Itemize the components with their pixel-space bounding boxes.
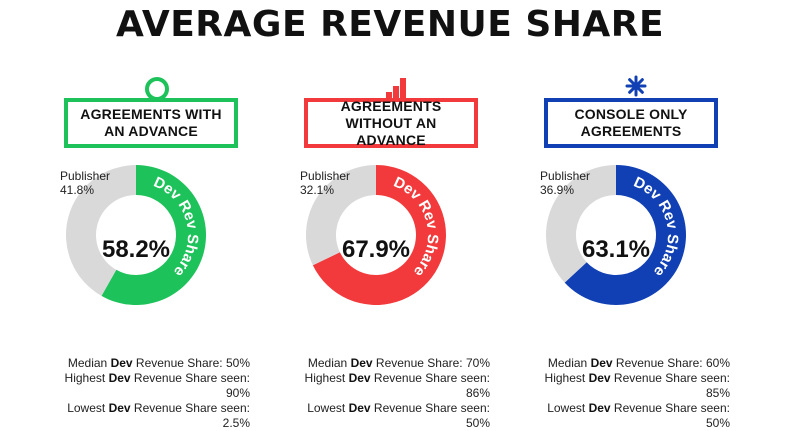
stat-bold: Dev bbox=[588, 371, 611, 385]
publisher-value: 36.9% bbox=[540, 183, 575, 197]
stat-suffix: Revenue Share: 60% bbox=[612, 356, 730, 370]
stat-prefix: Lowest bbox=[547, 401, 589, 415]
stat-bold: Dev bbox=[108, 401, 131, 415]
stat-prefix: Median bbox=[547, 356, 591, 370]
stairs-decoration-icon bbox=[386, 78, 406, 100]
donut-chart: Dev Rev Share bbox=[546, 165, 686, 305]
stat-line: Highest Dev Revenue Share seen: 85% bbox=[530, 371, 730, 401]
dev-share-slice bbox=[101, 165, 206, 305]
stats-block: Median Dev Revenue Share: 70% Highest Dev… bbox=[290, 356, 490, 431]
chart-panel: AGREEMENTS WITHOUT AN ADVANCE Dev Rev Sha… bbox=[300, 70, 500, 430]
dev-share-slice bbox=[564, 165, 686, 305]
stat-prefix: Highest bbox=[544, 371, 589, 385]
panel-title: CONSOLE ONLY AGREEMENTS bbox=[574, 106, 688, 139]
asterisk-decoration-icon bbox=[625, 75, 647, 97]
stat-bold: Dev bbox=[348, 401, 371, 415]
stat-line: Median Dev Revenue Share: 70% bbox=[290, 356, 490, 371]
stat-bold: Dev bbox=[350, 356, 373, 370]
center-percentage: 63.1% bbox=[581, 236, 651, 263]
stat-bold: Dev bbox=[590, 356, 613, 370]
center-percentage: 67.9% bbox=[341, 236, 411, 263]
stat-suffix: Revenue Share seen: 50% bbox=[370, 401, 490, 430]
stat-prefix: Lowest bbox=[67, 401, 109, 415]
chart-panel: AGREEMENTS WITH AN ADVANCE Dev Rev Share P… bbox=[60, 70, 260, 430]
stat-prefix: Lowest bbox=[307, 401, 349, 415]
stats-block: Median Dev Revenue Share: 50% Highest Dev… bbox=[50, 356, 250, 431]
donut-chart: Dev Rev Share bbox=[306, 165, 446, 305]
stat-line: Lowest Dev Revenue Share seen: 50% bbox=[530, 401, 730, 431]
stat-suffix: Revenue Share seen: 85% bbox=[610, 371, 730, 400]
panel-title: AGREEMENTS WITH AN ADVANCE bbox=[80, 106, 222, 139]
publisher-label: Publisher 36.9% bbox=[540, 169, 590, 197]
panel-title-box: CONSOLE ONLY AGREEMENTS bbox=[544, 98, 718, 148]
publisher-share-slice bbox=[546, 165, 616, 283]
stat-prefix: Median bbox=[307, 356, 351, 370]
page-title: AVERAGE REVENUE SHARE bbox=[115, 4, 665, 45]
center-percentage: 58.2% bbox=[101, 236, 171, 263]
stat-bold: Dev bbox=[110, 356, 133, 370]
stat-suffix: Revenue Share: 70% bbox=[372, 356, 490, 370]
stat-bold: Dev bbox=[108, 371, 131, 385]
publisher-share-slice bbox=[306, 165, 376, 266]
stat-line: Median Dev Revenue Share: 60% bbox=[530, 356, 730, 371]
publisher-value: 32.1% bbox=[300, 183, 335, 197]
publisher-label: Publisher 41.8% bbox=[60, 169, 110, 197]
publisher-label-text: Publisher bbox=[60, 169, 111, 183]
publisher-label-text: Publisher bbox=[300, 169, 351, 183]
panel-title: AGREEMENTS WITHOUT AN ADVANCE bbox=[340, 97, 442, 148]
stat-bold: Dev bbox=[588, 401, 611, 415]
stat-suffix: Revenue Share seen: 2.5% bbox=[130, 401, 250, 430]
donut-chart: Dev Rev Share bbox=[66, 165, 206, 305]
chart-panel: CONSOLE ONLY AGREEMENTS Dev Rev Share Publ… bbox=[540, 70, 740, 430]
stat-suffix: Revenue Share seen: 50% bbox=[610, 401, 730, 430]
stat-line: Highest Dev Revenue Share seen: 90% bbox=[50, 371, 250, 401]
dev-share-slice bbox=[312, 165, 446, 305]
publisher-label-text: Publisher bbox=[540, 169, 591, 183]
stat-suffix: Revenue Share: 50% bbox=[132, 356, 250, 370]
publisher-share-slice bbox=[66, 165, 136, 296]
stat-line: Lowest Dev Revenue Share seen: 50% bbox=[290, 401, 490, 431]
stats-block: Median Dev Revenue Share: 60% Highest Dev… bbox=[530, 356, 730, 431]
stat-line: Median Dev Revenue Share: 50% bbox=[50, 356, 250, 371]
stat-bold: Dev bbox=[348, 371, 371, 385]
stat-prefix: Highest bbox=[64, 371, 109, 385]
stat-line: Highest Dev Revenue Share seen: 86% bbox=[290, 371, 490, 401]
stat-line: Lowest Dev Revenue Share seen: 2.5% bbox=[50, 401, 250, 431]
stat-suffix: Revenue Share seen: 90% bbox=[130, 371, 250, 400]
publisher-value: 41.8% bbox=[60, 183, 95, 197]
panel-title-box: AGREEMENTS WITHOUT AN ADVANCE bbox=[304, 98, 478, 148]
stat-prefix: Median bbox=[67, 356, 111, 370]
publisher-label: Publisher 32.1% bbox=[300, 169, 350, 197]
panel-title-box: AGREEMENTS WITH AN ADVANCE bbox=[64, 98, 238, 148]
stat-prefix: Highest bbox=[304, 371, 349, 385]
stat-suffix: Revenue Share seen: 86% bbox=[370, 371, 490, 400]
